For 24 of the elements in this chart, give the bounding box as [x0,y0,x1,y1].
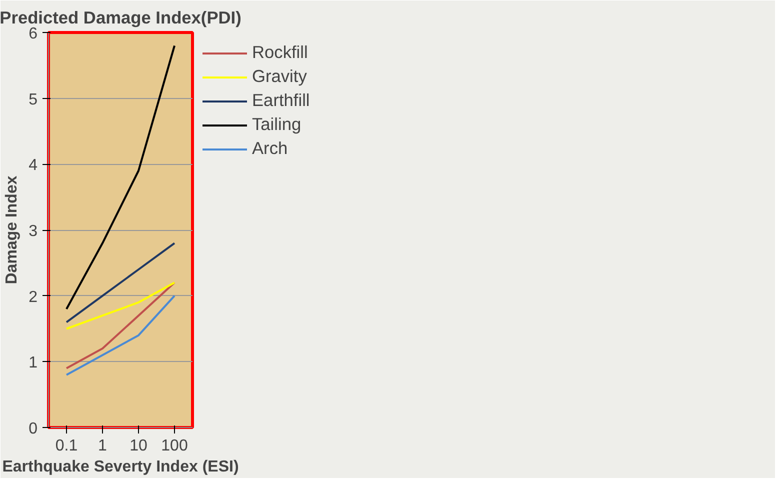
y-tick-label: 4 [28,157,38,174]
line-series [66,282,176,370]
y-tick-label: 5 [28,91,38,108]
line-series [66,294,176,376]
line-series [66,242,176,324]
y-tick-label: 3 [28,223,38,240]
legend-label: Rockfill [252,42,308,63]
legend-label: Gravity [252,66,307,87]
legend-label: Tailing [252,114,302,135]
y-tick-label: 1 [28,354,38,372]
y-tick-label: 2 [28,288,38,306]
legend-label: Arch [252,138,288,159]
y-tick-label: 0 [28,420,38,438]
chart-title: Predicted Damage Index(PDI) [0,8,242,28]
legend-label: Earthfill [252,90,310,111]
x-tick-label: 100 [161,438,188,454]
line-series [66,282,176,330]
line-series [66,44,176,310]
x-tick-label: 0.1 [55,438,78,454]
x-tick-label: 1 [98,438,108,454]
y-tick-label: 6 [28,26,38,42]
y-axis-title: Damage Index [4,176,21,284]
x-tick-label: 10 [130,438,148,454]
x-axis-title: Earthquake Severty Index (ESI) [2,458,239,476]
